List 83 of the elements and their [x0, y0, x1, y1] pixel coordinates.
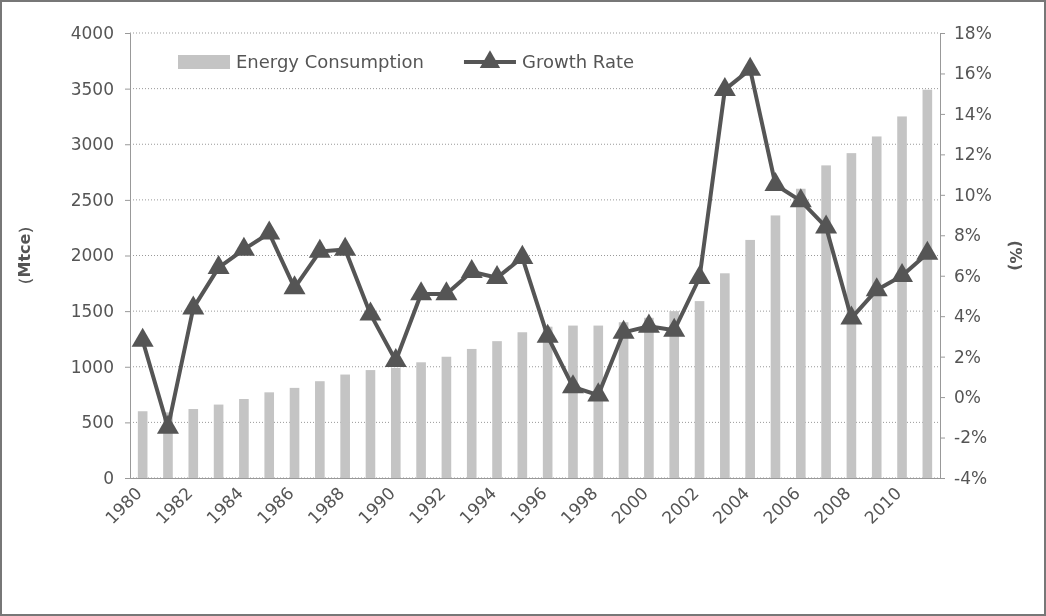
- bar: [897, 116, 907, 478]
- point: [764, 171, 787, 192]
- y-tick-label: 2500: [70, 189, 114, 210]
- bar: [315, 381, 325, 478]
- point: [789, 188, 812, 208]
- point: [334, 236, 357, 256]
- legend-label: Energy Consumption: [236, 51, 424, 73]
- y2-tick-label: 16%: [954, 63, 992, 84]
- bar: [694, 301, 705, 478]
- point: [232, 236, 255, 256]
- point: [410, 281, 433, 301]
- bar: [188, 409, 199, 478]
- point: [384, 347, 407, 368]
- point: [688, 265, 711, 285]
- y2-tick-label: 6%: [954, 265, 981, 286]
- point: [891, 263, 914, 283]
- bar: [745, 239, 755, 478]
- point: [486, 265, 509, 285]
- bar: [669, 311, 680, 478]
- bar: [644, 317, 654, 478]
- y2-tick-label: 2%: [954, 346, 981, 367]
- point: [663, 317, 686, 337]
- bar: [264, 392, 275, 478]
- bar: [137, 411, 148, 478]
- point: [511, 244, 534, 264]
- bar: [390, 367, 401, 478]
- y2-tick-label: 12%: [954, 144, 992, 165]
- point: [916, 240, 939, 260]
- point: [637, 313, 660, 333]
- point: [359, 301, 382, 321]
- bar: [871, 136, 882, 478]
- bar: [466, 348, 477, 478]
- point: [283, 275, 306, 295]
- y2-tick-label: -2%: [954, 427, 988, 448]
- point: [258, 220, 281, 240]
- point: [561, 374, 584, 394]
- legend-label: Growth Rate: [521, 51, 635, 73]
- bar: [821, 165, 831, 478]
- y-tick-label: 3500: [70, 78, 114, 99]
- y2-axis-title: (%): [1006, 240, 1025, 271]
- y2-tick-label: 0%: [954, 387, 981, 408]
- bar: [340, 374, 350, 478]
- bar: [492, 341, 502, 478]
- point: [840, 305, 863, 325]
- y-tick-label: 2000: [70, 245, 114, 266]
- point: [308, 238, 331, 258]
- y2-tick-label: 10%: [954, 184, 992, 205]
- y-tick-label: 1500: [70, 301, 114, 322]
- y-tick-label: 4000: [70, 22, 114, 43]
- y2-tick-label: 8%: [954, 225, 981, 246]
- bar: [365, 370, 376, 478]
- point: [536, 323, 559, 343]
- point: [865, 277, 888, 297]
- bar: [416, 362, 426, 478]
- point: [182, 295, 205, 315]
- y2-tick-label: -4%: [954, 467, 988, 488]
- bar: [289, 387, 300, 478]
- bar: [770, 215, 781, 478]
- point: [587, 382, 610, 402]
- point: [435, 281, 458, 301]
- point: [739, 56, 762, 76]
- point: [612, 319, 635, 339]
- bar: [239, 399, 249, 478]
- point: [460, 258, 483, 279]
- point: [156, 414, 179, 434]
- point: [815, 214, 838, 234]
- bar: [517, 332, 528, 478]
- point: [207, 254, 230, 274]
- bar: [213, 404, 224, 478]
- bar: [795, 188, 806, 478]
- y-tick-label: 1000: [70, 356, 114, 377]
- y-tick-label: 0: [103, 467, 114, 488]
- bar: [922, 89, 933, 478]
- y2-tick-label: 14%: [954, 103, 992, 124]
- y2-tick-label: 4%: [954, 306, 981, 327]
- bar: [720, 273, 730, 478]
- point: [713, 76, 736, 96]
- y-tick-label: 500: [81, 412, 114, 433]
- point: [131, 327, 154, 347]
- y-tick-label: 3000: [70, 134, 114, 155]
- y-axis-title: （Mtce）: [15, 217, 34, 294]
- bar: [441, 356, 452, 478]
- y2-tick-label: 18%: [954, 22, 992, 43]
